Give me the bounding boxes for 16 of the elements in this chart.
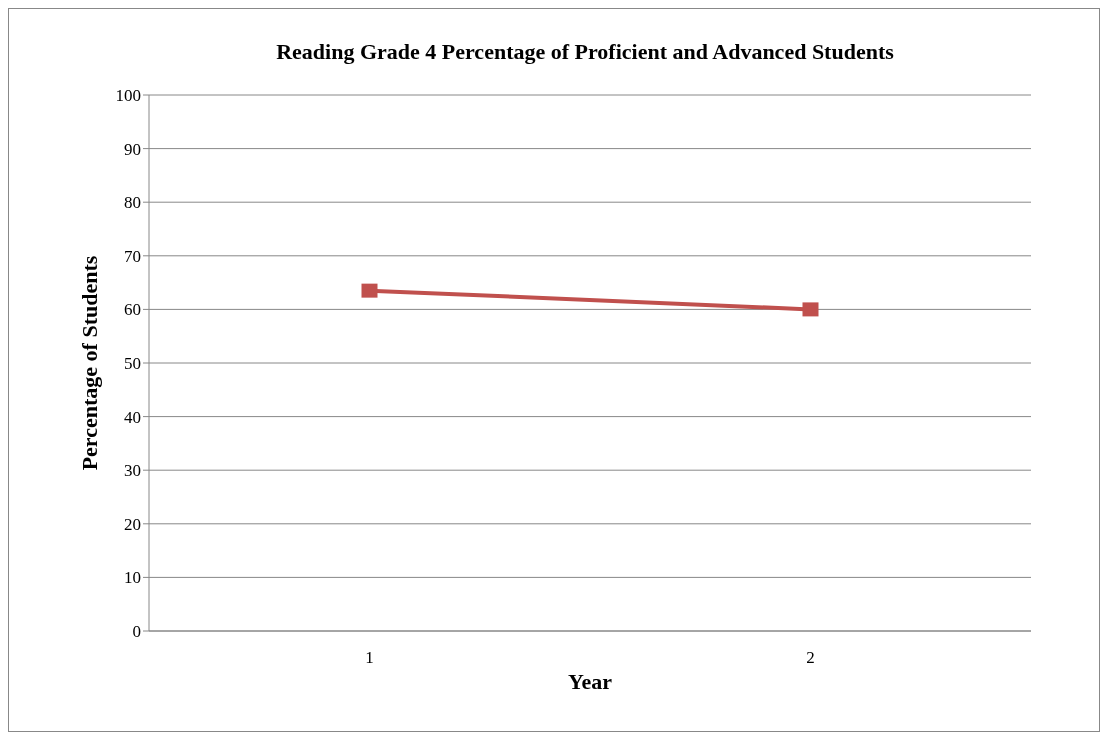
x-axis-title: Year (568, 669, 613, 694)
y-tick-label: 80 (124, 193, 141, 213)
x-tick-label: 2 (806, 648, 815, 668)
y-tick-label: 90 (124, 139, 141, 159)
x-tick-label: 1 (365, 648, 374, 668)
y-tick-label: 60 (124, 300, 141, 320)
y-tick-label: 100 (115, 86, 141, 106)
y-axis-title: Percentage of Students (76, 255, 102, 471)
y-tick-label: 20 (124, 514, 141, 534)
y-tick-label: 40 (124, 407, 141, 427)
y-tick-label: 70 (124, 246, 141, 266)
y-tick-label: 30 (124, 461, 141, 481)
y-tick-label: 0 (132, 622, 141, 642)
chart-title: Reading Grade 4 Percentage of Proficient and Advanced Students (275, 39, 895, 65)
y-tick-label: 50 (124, 354, 141, 374)
y-tick-label: 10 (124, 568, 141, 588)
